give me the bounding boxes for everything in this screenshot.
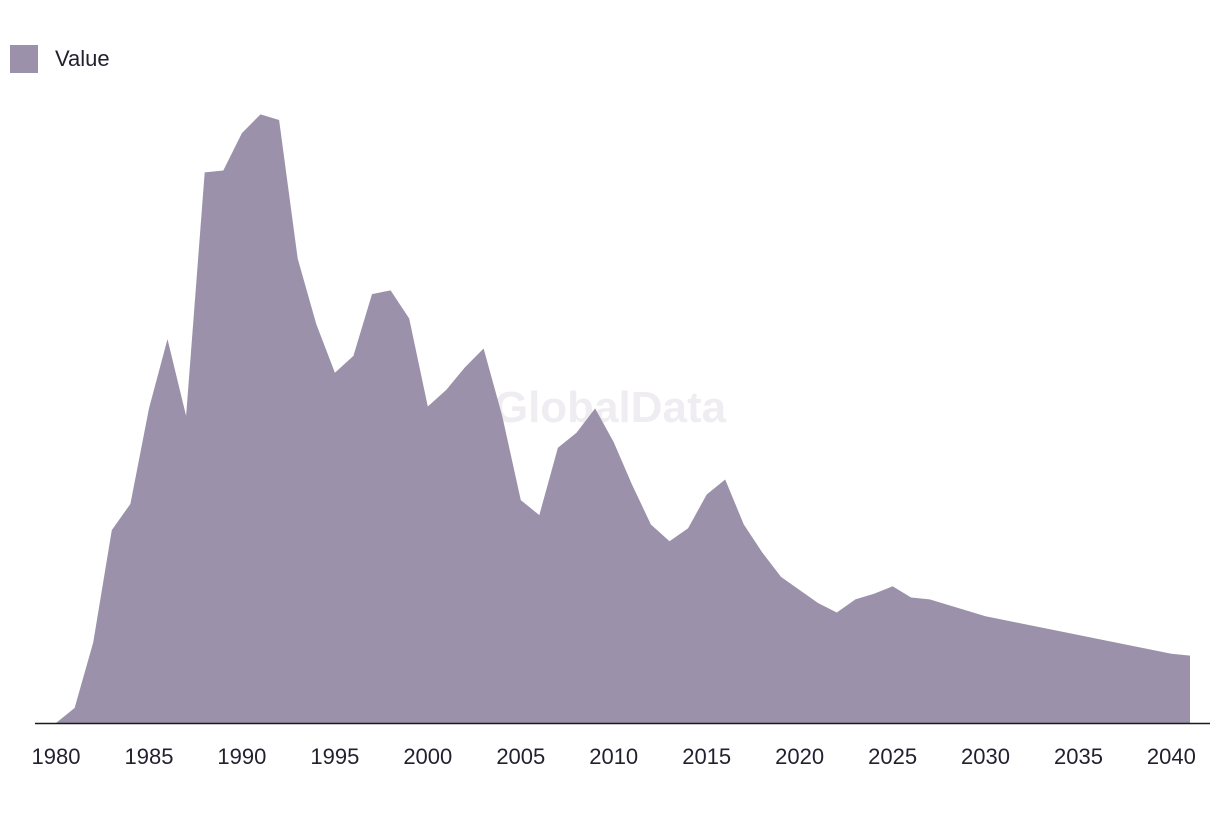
data-point bbox=[259, 112, 263, 116]
data-point bbox=[1021, 622, 1025, 626]
data-point bbox=[1132, 644, 1136, 648]
data-point bbox=[537, 513, 541, 517]
data-point bbox=[333, 371, 337, 375]
data-point bbox=[314, 322, 318, 326]
x-tick-label: 2020 bbox=[775, 744, 824, 769]
data-point bbox=[816, 601, 820, 605]
data-point bbox=[110, 528, 114, 532]
watermark: GlobalData bbox=[493, 383, 727, 432]
data-point bbox=[240, 131, 244, 135]
data-point bbox=[73, 706, 77, 710]
data-point bbox=[1114, 641, 1118, 645]
data-point bbox=[835, 611, 839, 615]
data-point bbox=[221, 169, 225, 173]
data-point bbox=[853, 597, 857, 601]
x-tick-label: 2005 bbox=[496, 744, 545, 769]
data-point bbox=[1077, 633, 1081, 637]
data-point bbox=[779, 575, 783, 579]
data-point bbox=[705, 493, 709, 497]
data-point bbox=[426, 405, 430, 409]
legend-label: Value bbox=[55, 46, 110, 71]
data-point bbox=[519, 498, 523, 502]
data-point bbox=[463, 365, 467, 369]
data-point bbox=[1188, 654, 1192, 658]
x-tick-label: 2000 bbox=[403, 744, 452, 769]
data-point bbox=[1002, 618, 1006, 622]
data-point bbox=[556, 446, 560, 450]
legend-swatch bbox=[10, 45, 38, 73]
x-tick-label: 1990 bbox=[217, 744, 266, 769]
x-tick-label: 2035 bbox=[1054, 744, 1103, 769]
data-point bbox=[128, 502, 132, 506]
data-point bbox=[686, 526, 690, 530]
data-point bbox=[612, 440, 616, 444]
x-tick-label: 1995 bbox=[310, 744, 359, 769]
data-point bbox=[928, 597, 932, 601]
data-point bbox=[723, 478, 727, 482]
data-point bbox=[965, 609, 969, 613]
area-series-value bbox=[56, 114, 1190, 723]
data-point bbox=[798, 588, 802, 592]
data-point bbox=[184, 414, 188, 418]
data-point bbox=[909, 596, 913, 600]
x-tick-label: 2025 bbox=[868, 744, 917, 769]
data-point bbox=[147, 406, 151, 410]
data-point bbox=[91, 641, 95, 645]
data-point bbox=[742, 523, 746, 527]
data-point bbox=[351, 354, 355, 358]
data-point bbox=[1169, 652, 1173, 656]
data-point bbox=[575, 431, 579, 435]
data-point bbox=[593, 406, 597, 410]
data-point bbox=[296, 257, 300, 261]
data-point bbox=[984, 614, 988, 618]
data-point bbox=[891, 584, 895, 588]
data-point bbox=[1151, 648, 1155, 652]
data-point bbox=[277, 118, 281, 122]
data-point bbox=[166, 337, 170, 341]
data-point bbox=[872, 592, 876, 596]
data-point bbox=[1039, 626, 1043, 630]
data-point bbox=[649, 523, 653, 527]
x-tick-label: 1980 bbox=[32, 744, 81, 769]
data-point bbox=[370, 292, 374, 296]
data-point bbox=[946, 603, 950, 607]
x-tick-label: 2015 bbox=[682, 744, 731, 769]
data-point bbox=[630, 483, 634, 487]
data-point bbox=[1095, 637, 1099, 641]
data-point bbox=[203, 170, 207, 174]
x-tick-label: 1985 bbox=[125, 744, 174, 769]
data-point bbox=[668, 539, 672, 543]
data-point bbox=[444, 388, 448, 392]
data-point bbox=[760, 551, 764, 555]
x-tick-label: 2040 bbox=[1147, 744, 1196, 769]
data-point bbox=[1058, 629, 1062, 633]
data-point bbox=[407, 317, 411, 321]
legend: Value bbox=[10, 45, 110, 73]
data-point bbox=[500, 414, 504, 418]
data-point bbox=[482, 347, 486, 351]
x-tick-label: 2030 bbox=[961, 744, 1010, 769]
data-point bbox=[389, 288, 393, 292]
x-tick-label: 2010 bbox=[589, 744, 638, 769]
